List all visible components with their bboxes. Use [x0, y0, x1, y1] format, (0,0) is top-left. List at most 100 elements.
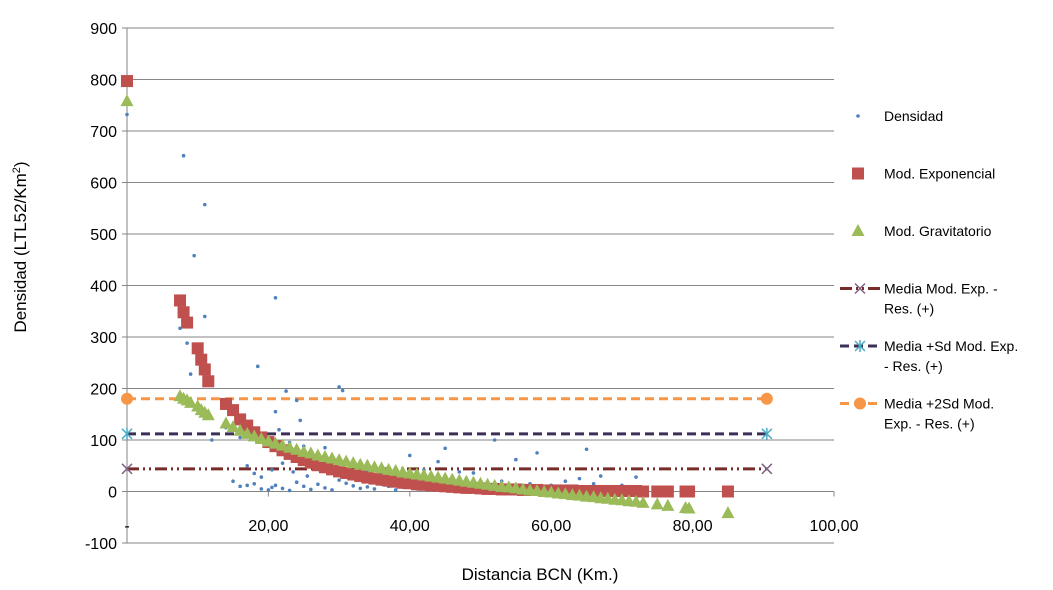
data-point	[650, 497, 664, 510]
y-tick-label: 100	[90, 433, 117, 450]
data-point	[323, 486, 327, 490]
data-point	[273, 409, 278, 414]
data-point	[202, 314, 207, 319]
legend-label: Densidad	[884, 108, 943, 124]
data-point	[563, 479, 568, 484]
data-point	[184, 395, 198, 408]
reference-line-marker	[121, 392, 133, 405]
data-point	[337, 478, 341, 482]
data-point	[661, 485, 674, 498]
x-tick-label: -	[124, 518, 129, 535]
plot-area	[120, 75, 773, 519]
data-point	[323, 445, 327, 450]
data-point	[247, 429, 261, 442]
data-point	[259, 475, 264, 479]
data-point	[191, 342, 204, 355]
data-point	[270, 468, 274, 472]
data-point	[358, 486, 363, 491]
reference-line-marker	[761, 427, 773, 440]
data-point	[298, 418, 303, 423]
data-point	[178, 326, 182, 331]
legend-label: Res. (+)	[884, 301, 934, 317]
data-point	[393, 488, 398, 492]
y-tick-label: 0	[108, 485, 117, 502]
y-tick-label: 700	[90, 124, 117, 141]
data-point	[721, 506, 735, 519]
data-point	[255, 364, 260, 369]
data-point	[238, 484, 242, 489]
data-point	[280, 461, 285, 465]
data-point	[304, 446, 318, 459]
data-point	[273, 483, 278, 488]
data-point	[344, 481, 348, 486]
data-point	[290, 442, 304, 455]
data-point	[316, 482, 320, 487]
data-point	[219, 416, 233, 429]
data-point	[252, 481, 257, 486]
legend-item: Media Mod. Exp. - Res. (+)	[840, 281, 998, 317]
data-point	[254, 431, 268, 444]
y-axis-title-main: Densidad (LTL52/Km	[11, 173, 30, 332]
data-point	[294, 398, 299, 403]
data-point	[584, 447, 589, 452]
data-point	[181, 153, 186, 158]
data-point	[125, 112, 129, 117]
data-point	[291, 470, 295, 474]
data-point	[365, 485, 370, 489]
y-axis-title-end: )	[11, 161, 30, 167]
data-point	[287, 488, 292, 493]
series-4	[121, 427, 773, 440]
y-axis-title-superscript: 2	[11, 167, 23, 173]
data-point	[121, 75, 133, 88]
data-point	[301, 484, 306, 489]
reference-line-marker	[761, 463, 773, 475]
y-tick-label: -100	[85, 536, 117, 553]
legend-label: Media +Sd Mod. Exp.	[884, 338, 1018, 354]
data-point	[266, 488, 271, 492]
data-point	[492, 438, 497, 442]
data-point	[577, 476, 582, 481]
data-point	[283, 440, 297, 453]
y-tick-label: 500	[90, 227, 117, 244]
reference-line-marker	[121, 463, 133, 475]
reference-line-marker	[760, 392, 773, 405]
data-point	[181, 316, 194, 329]
gridlines	[127, 27, 834, 544]
data-point	[231, 479, 235, 484]
data-point	[443, 446, 447, 451]
legend-item: Mod. Gravitatorio	[851, 223, 992, 239]
data-point	[457, 470, 462, 474]
data-point	[202, 202, 207, 207]
legend-label: Mod. Gravitatorio	[884, 223, 992, 239]
data-point	[252, 471, 257, 476]
x-tick-label: 20,00	[248, 518, 288, 535]
data-point	[280, 486, 285, 491]
y-tick-label: 300	[90, 330, 117, 347]
legend-item: Mod. Exponencial	[852, 166, 995, 182]
data-point	[245, 463, 249, 468]
series-3	[121, 463, 773, 475]
data-point	[188, 372, 193, 376]
data-point	[177, 306, 190, 319]
data-point	[277, 427, 281, 432]
series-0	[125, 112, 638, 493]
legend-marker-swatch	[854, 282, 866, 295]
data-point	[634, 475, 638, 479]
data-point	[226, 420, 240, 433]
series-2	[120, 94, 735, 519]
data-point	[637, 485, 650, 498]
legend-marker-swatch	[851, 224, 865, 236]
data-point	[309, 487, 313, 492]
data-point	[340, 388, 345, 393]
data-point	[227, 404, 240, 417]
data-point	[598, 474, 603, 478]
legend-label: Mod. Exponencial	[884, 166, 995, 182]
data-point	[202, 375, 215, 388]
legend-label: Exp. - Res. (+)	[884, 416, 975, 432]
legend-item: Densidad	[856, 108, 943, 124]
legend-item: Media +2Sd Mod. Exp. - Res. (+)	[840, 396, 994, 432]
data-point	[721, 485, 734, 498]
data-point	[661, 498, 675, 511]
data-point	[305, 474, 310, 478]
